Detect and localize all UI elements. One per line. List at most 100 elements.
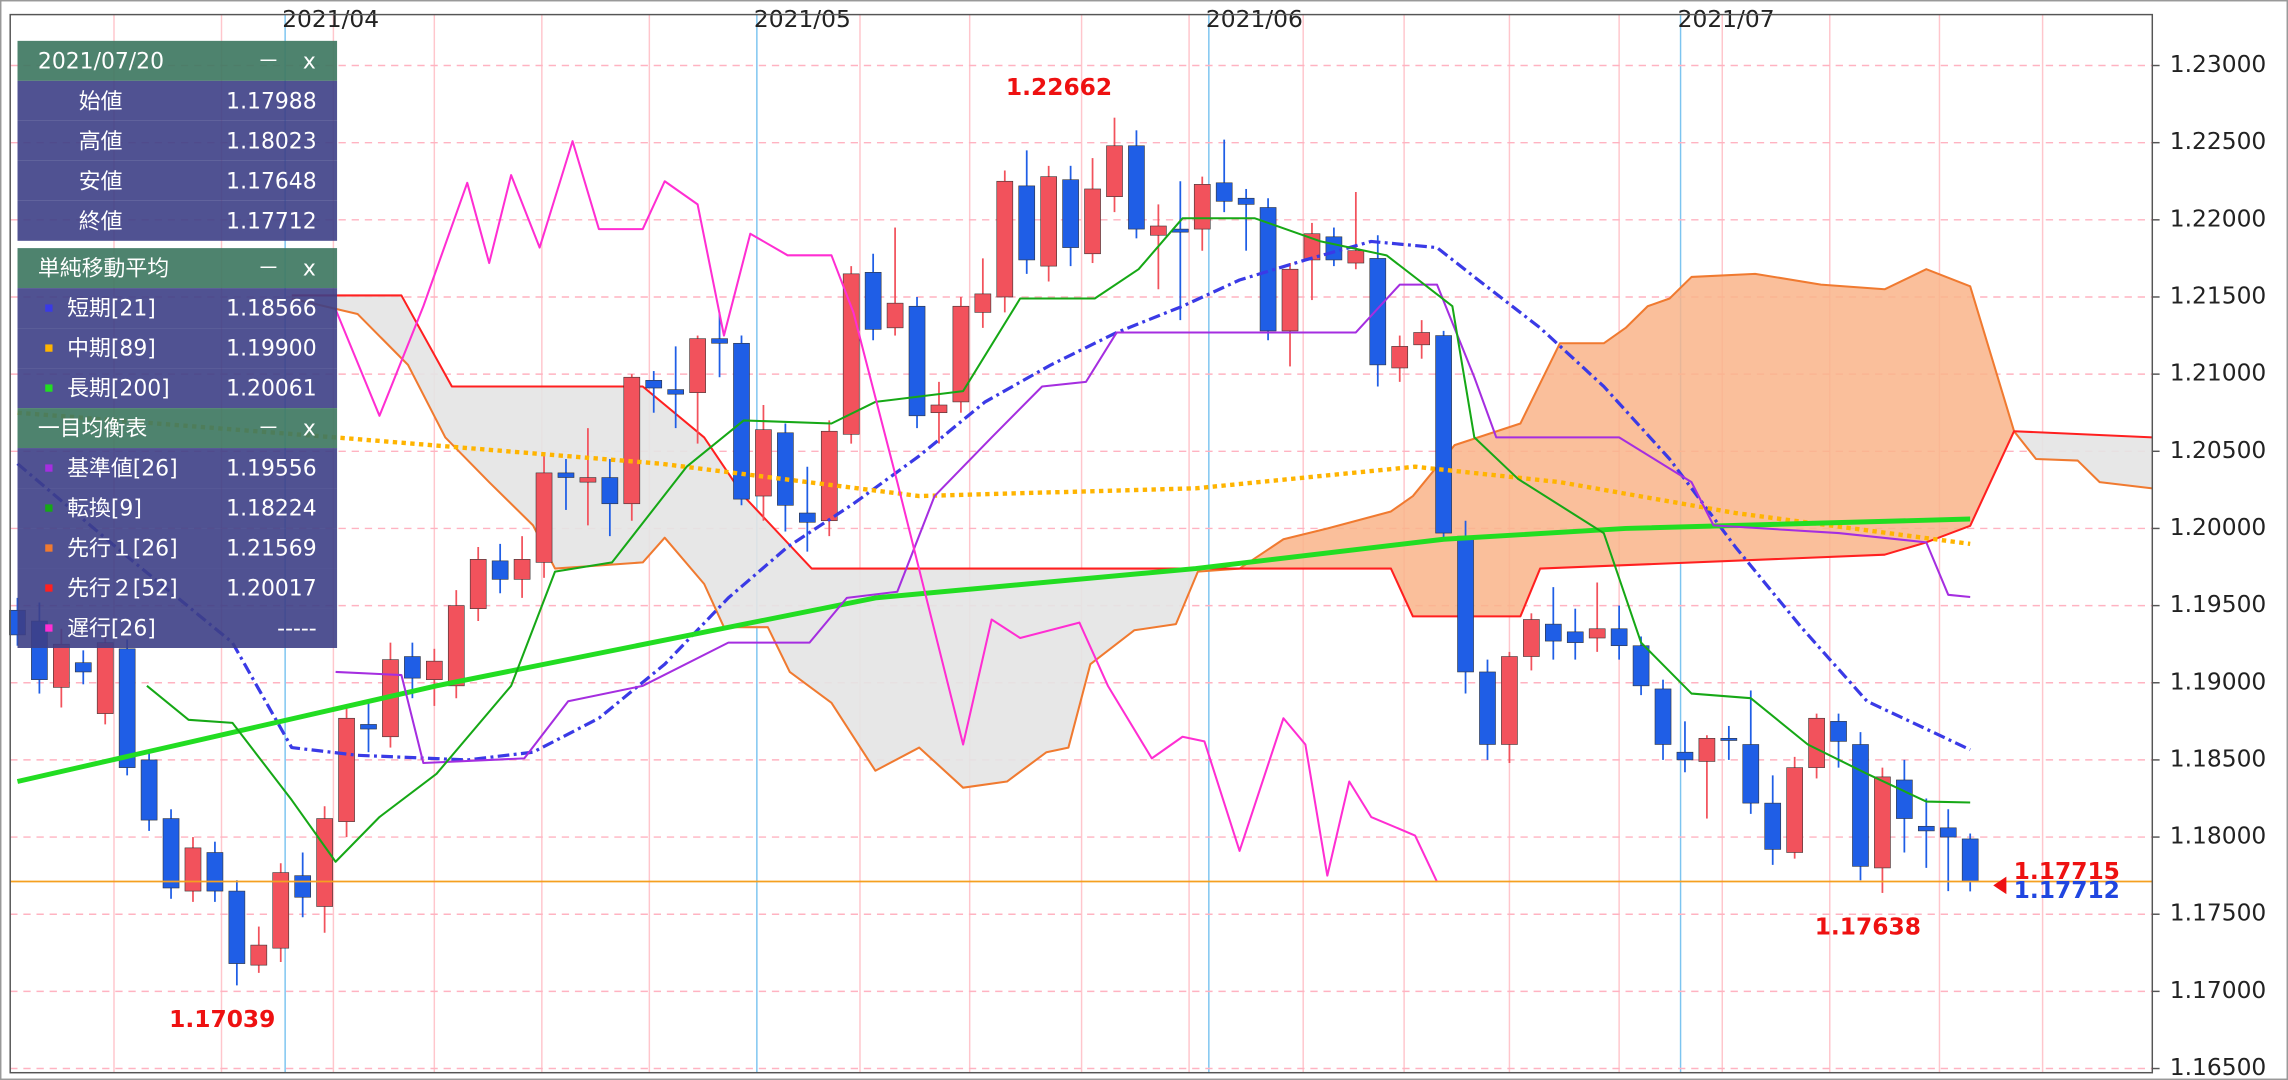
panel-row xyxy=(17,288,338,329)
candle-body xyxy=(1566,631,1584,643)
candle-body xyxy=(623,376,641,505)
panel-value: 1.17988 xyxy=(226,89,316,114)
candle-body xyxy=(667,389,684,395)
y-tick-label: 1.22000 xyxy=(2170,204,2266,232)
panel-row xyxy=(17,120,338,161)
candle-body xyxy=(1764,802,1782,850)
panel-title: 単純移動平均 xyxy=(38,257,169,282)
panel-title: 一目均衡表 xyxy=(38,417,147,442)
panel-row xyxy=(17,528,338,569)
price-label: 1.17712 xyxy=(2014,876,2120,904)
panel-header xyxy=(17,40,338,81)
panel-row xyxy=(17,488,338,529)
candle-body xyxy=(338,717,355,822)
candle-body xyxy=(53,643,70,688)
candle-body xyxy=(162,818,180,889)
candle-body xyxy=(711,338,728,344)
candle-body xyxy=(1874,776,1891,869)
candle-body xyxy=(777,432,794,506)
candle-body xyxy=(491,560,509,580)
panel-label: 始値 xyxy=(79,89,123,114)
candle-body xyxy=(1457,535,1474,673)
panel-button[interactable]: x xyxy=(303,257,316,282)
candle-body xyxy=(1501,656,1518,745)
panel-button[interactable]: － xyxy=(258,417,280,442)
candle-body xyxy=(140,759,158,821)
cloud xyxy=(291,295,1240,788)
panel-value: 1.20061 xyxy=(226,377,316,402)
panel-button[interactable]: － xyxy=(258,49,280,74)
candle-body xyxy=(228,890,246,964)
indicator-line xyxy=(16,239,1971,762)
candle-body xyxy=(1479,671,1496,745)
candle-body xyxy=(1632,645,1650,687)
extreme-label: 1.17638 xyxy=(1815,912,1921,940)
panel-row xyxy=(17,160,338,201)
candle-body xyxy=(250,944,268,966)
x-tick-label: 2021/06 xyxy=(1206,5,1303,33)
candle-body xyxy=(1676,751,1694,761)
panel-row xyxy=(17,328,338,369)
panel-swatch xyxy=(45,504,53,512)
candle-body xyxy=(1193,184,1211,230)
candle-body xyxy=(996,180,1014,298)
candle-body xyxy=(1961,838,1979,882)
candle-body xyxy=(1325,236,1343,261)
indicator-line xyxy=(17,410,1971,547)
y-tick-label: 1.20000 xyxy=(2170,513,2266,541)
panel-value: 1.19556 xyxy=(226,457,316,482)
y-tick-label: 1.17500 xyxy=(2170,899,2266,927)
panel-value: 1.18023 xyxy=(226,129,316,154)
panel-label: 終値 xyxy=(79,209,123,234)
panel-button[interactable]: x xyxy=(303,49,316,74)
candle-body xyxy=(1852,744,1869,867)
panel-value: 1.21569 xyxy=(226,536,316,561)
candle-body xyxy=(1040,176,1057,267)
panel-value: 1.19900 xyxy=(226,337,316,362)
candle-body xyxy=(1062,179,1079,248)
x-tick-label: 2021/05 xyxy=(754,5,851,33)
candle-body xyxy=(1128,145,1145,230)
candle-body xyxy=(1018,185,1036,261)
candle-body xyxy=(1150,225,1167,236)
indicator-line xyxy=(335,283,1971,765)
panel-swatch xyxy=(45,464,53,472)
panel-row xyxy=(17,448,338,489)
panel-label: 転換[9] xyxy=(67,496,142,521)
indicator-line xyxy=(16,516,1971,784)
indicator-line xyxy=(146,217,1971,863)
panel-swatch xyxy=(45,304,53,312)
candle-body xyxy=(1281,268,1299,332)
candle-body xyxy=(601,477,619,505)
panel-label: 基準値[26] xyxy=(67,457,178,482)
candle-body xyxy=(1896,779,1913,819)
candle-body xyxy=(645,380,663,389)
candle-body xyxy=(1172,228,1189,233)
candle-body xyxy=(1544,623,1562,642)
candle-body xyxy=(820,430,838,522)
candle-body xyxy=(184,847,202,892)
candle-body xyxy=(272,872,290,949)
candle-body xyxy=(930,404,948,414)
panel-row xyxy=(17,200,338,241)
candle-body xyxy=(118,648,136,768)
y-tick-label: 1.21500 xyxy=(2170,281,2266,309)
panel-button[interactable]: － xyxy=(258,257,280,282)
candle-body xyxy=(206,852,224,892)
panel-label: 遅行[26] xyxy=(67,616,156,641)
panel-button[interactable]: x xyxy=(303,417,316,442)
x-tick-label: 2021/04 xyxy=(282,5,379,33)
candle-body xyxy=(1830,721,1847,742)
panel-value: ----- xyxy=(277,616,316,641)
candle-body xyxy=(74,662,92,673)
panel-value: 1.18566 xyxy=(226,297,316,322)
candle-body xyxy=(360,724,377,730)
panel-row xyxy=(17,568,338,609)
candle-body xyxy=(1237,197,1255,205)
panel-value: 1.17712 xyxy=(226,209,316,234)
y-tick-label: 1.19000 xyxy=(2170,667,2266,695)
candle-body xyxy=(404,656,421,679)
candle-body xyxy=(426,660,443,680)
panel-swatch xyxy=(45,584,53,592)
